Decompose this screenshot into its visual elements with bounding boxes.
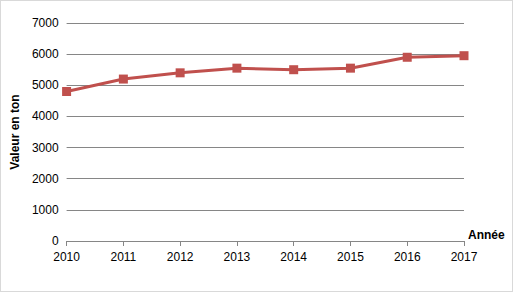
svg-text:Valeur en ton: Valeur en ton <box>8 94 22 169</box>
svg-text:4000: 4000 <box>32 109 59 123</box>
svg-text:2013: 2013 <box>224 250 251 264</box>
svg-text:7000: 7000 <box>32 16 59 30</box>
svg-text:3000: 3000 <box>32 141 59 155</box>
svg-text:0: 0 <box>52 234 59 248</box>
svg-text:2011: 2011 <box>110 250 136 264</box>
svg-text:2012: 2012 <box>167 250 194 264</box>
svg-text:2014: 2014 <box>280 250 307 264</box>
svg-text:2016: 2016 <box>394 250 421 264</box>
svg-text:Année: Année <box>468 228 505 242</box>
svg-text:2010: 2010 <box>53 250 80 264</box>
svg-text:2000: 2000 <box>32 172 59 186</box>
svg-text:5000: 5000 <box>32 78 59 92</box>
svg-text:2015: 2015 <box>337 250 364 264</box>
svg-text:1000: 1000 <box>32 203 59 217</box>
svg-text:6000: 6000 <box>32 47 59 61</box>
svg-text:2017: 2017 <box>451 250 478 264</box>
